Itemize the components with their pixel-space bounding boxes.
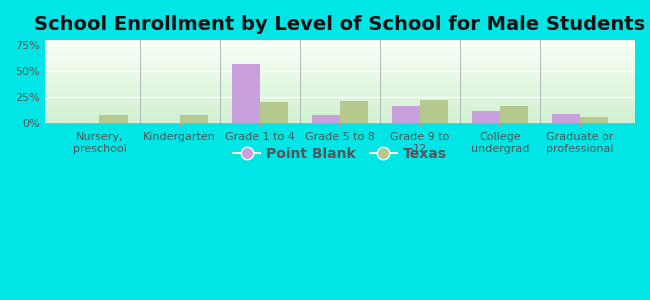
Bar xyxy=(45,61,635,62)
Bar xyxy=(99,115,127,123)
Bar xyxy=(45,47,635,48)
Bar xyxy=(45,53,635,54)
Bar xyxy=(45,85,635,86)
Bar xyxy=(45,54,635,55)
Bar xyxy=(45,55,635,56)
Bar xyxy=(45,105,635,106)
Bar xyxy=(45,59,635,60)
Bar xyxy=(420,100,448,123)
Bar xyxy=(45,88,635,89)
Bar xyxy=(45,112,635,113)
Bar xyxy=(45,63,635,64)
Bar xyxy=(45,118,635,119)
Bar xyxy=(45,75,635,76)
Bar xyxy=(45,119,635,120)
Bar xyxy=(45,96,635,97)
Bar xyxy=(45,50,635,51)
Bar xyxy=(45,49,635,50)
Bar xyxy=(45,110,635,111)
Bar xyxy=(45,113,635,114)
Bar xyxy=(45,121,635,122)
Bar xyxy=(45,43,635,44)
Bar xyxy=(45,84,635,85)
Bar xyxy=(45,104,635,105)
Bar xyxy=(45,58,635,59)
Bar xyxy=(45,106,635,107)
Bar xyxy=(45,48,635,49)
Bar xyxy=(45,102,635,103)
Bar xyxy=(45,83,635,84)
Bar xyxy=(45,60,635,61)
Bar xyxy=(45,57,635,58)
Bar xyxy=(45,82,635,83)
Bar xyxy=(45,107,635,108)
Title: School Enrollment by Level of School for Male Students: School Enrollment by Level of School for… xyxy=(34,15,645,34)
Bar xyxy=(45,108,635,109)
Bar xyxy=(45,81,635,82)
Bar xyxy=(45,120,635,121)
Bar xyxy=(45,90,635,91)
Bar xyxy=(45,116,635,117)
Bar xyxy=(45,101,635,102)
Bar xyxy=(45,52,635,53)
Bar xyxy=(45,69,635,70)
Bar xyxy=(45,41,635,42)
Bar xyxy=(45,115,635,116)
Bar xyxy=(45,111,635,112)
Bar xyxy=(260,102,288,123)
Bar xyxy=(45,44,635,45)
Bar xyxy=(179,115,207,123)
Bar xyxy=(45,45,635,46)
Bar xyxy=(45,98,635,99)
Bar xyxy=(45,71,635,72)
Bar xyxy=(45,42,635,43)
Bar xyxy=(45,56,635,57)
Bar xyxy=(45,76,635,77)
Bar xyxy=(392,106,420,123)
Bar xyxy=(45,86,635,87)
Bar xyxy=(45,77,635,78)
Bar xyxy=(45,122,635,123)
Bar xyxy=(45,79,635,80)
Bar xyxy=(340,101,368,123)
Bar xyxy=(45,97,635,98)
Bar xyxy=(45,82,635,83)
Bar xyxy=(45,66,635,67)
Bar xyxy=(45,70,635,71)
Bar xyxy=(45,109,635,110)
Bar xyxy=(45,93,635,94)
Bar xyxy=(45,62,635,63)
Bar xyxy=(45,72,635,73)
Bar xyxy=(552,114,580,123)
Bar xyxy=(45,40,635,41)
Bar xyxy=(45,103,635,104)
Bar xyxy=(45,74,635,75)
Bar xyxy=(45,95,635,96)
Legend: Point Blank, Texas: Point Blank, Texas xyxy=(227,142,452,167)
Bar xyxy=(45,114,635,115)
Bar xyxy=(45,78,635,79)
Bar xyxy=(45,67,635,68)
Bar xyxy=(45,65,635,66)
Bar xyxy=(45,94,635,95)
Bar xyxy=(45,92,635,93)
Bar xyxy=(231,64,260,123)
Bar xyxy=(45,80,635,81)
Bar xyxy=(312,115,340,123)
Bar xyxy=(45,100,635,101)
Bar xyxy=(45,117,635,118)
Bar xyxy=(45,89,635,90)
Bar xyxy=(45,51,635,52)
Bar xyxy=(45,46,635,47)
Bar xyxy=(45,91,635,92)
Bar xyxy=(45,64,635,65)
Bar xyxy=(45,87,635,88)
Bar xyxy=(45,68,635,69)
Bar xyxy=(45,73,635,74)
Bar xyxy=(500,106,528,123)
Bar xyxy=(580,117,608,123)
Bar xyxy=(472,111,500,123)
Bar xyxy=(45,99,635,100)
